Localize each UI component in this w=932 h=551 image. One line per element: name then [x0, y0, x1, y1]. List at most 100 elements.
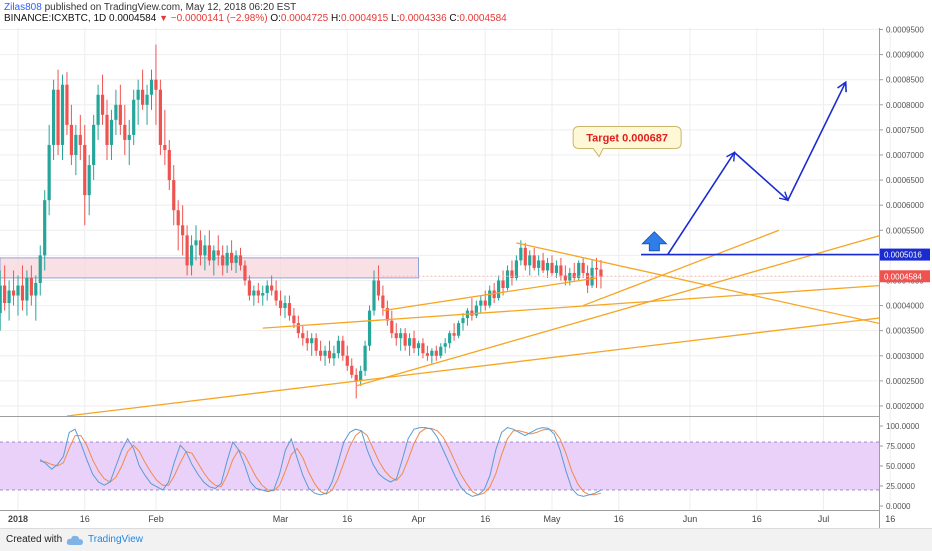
projection-path [667, 81, 847, 256]
price-chart[interactable]: 0.0002000 0.0002500 0.0003000 0.0003500 0.00… [0, 0, 932, 528]
stoch-tick-label: 25.0000 [886, 482, 915, 491]
price-tick-label: 0.0006000 [886, 201, 924, 210]
down-triangle-icon: ▼ [159, 13, 169, 23]
candle-body [523, 247, 527, 266]
candle-body [443, 343, 447, 347]
price-tag-label: 0.0004584 [884, 272, 922, 281]
time-tick-label: Apr [411, 514, 425, 524]
candle-body [181, 225, 185, 236]
projection-arrowhead-mid [778, 191, 789, 202]
callout-bubble [572, 126, 682, 158]
breakout-up-arrow-icon [641, 231, 668, 252]
candle-body [345, 355, 349, 366]
candle-body [0, 285, 2, 314]
candle-body [532, 255, 536, 268]
trendline-mid-support [262, 284, 879, 329]
candle-body [412, 338, 416, 349]
candle-body [78, 134, 82, 145]
candle-body [559, 265, 563, 276]
candle-body [292, 315, 296, 324]
candle-body [483, 300, 487, 306]
price-tags: 0.0005016 0.0004584 [880, 248, 930, 283]
candle-body [332, 353, 336, 359]
candle-body [456, 323, 461, 336]
chart-header: Zilas808 published on TradingView.com, M… [0, 0, 932, 26]
symbol-info: BINANCE:ICXBTC, 1D 0.0004584 ▼ −0.000014… [4, 13, 507, 24]
candle-body [336, 340, 340, 354]
candle-body [69, 124, 73, 155]
candle-body [528, 255, 532, 266]
price-tick-label: 0.0002000 [886, 402, 924, 411]
candlesticks [0, 44, 603, 399]
candle-body [25, 277, 29, 301]
price-tag-label: 0.0005016 [884, 251, 922, 260]
candle-body [34, 282, 38, 296]
tradingview-brand[interactable]: TradingView [88, 534, 144, 545]
trendline-lower-support [66, 317, 879, 416]
candle-body [305, 338, 309, 344]
candle-body [554, 265, 559, 273]
projection-arrowhead [837, 80, 847, 93]
tradingview-cloud-icon [66, 535, 83, 545]
time-tick-label: 16 [885, 514, 895, 524]
candle-body [510, 270, 514, 278]
candle-body [96, 94, 100, 125]
candle-body [439, 346, 443, 356]
author-link[interactable]: Zilas808 [4, 2, 42, 13]
price-tick-label: 0.0009000 [886, 51, 924, 60]
candle-body [243, 265, 247, 281]
time-tick-label: May [543, 514, 561, 524]
candle-body [172, 180, 176, 211]
candle-body [274, 290, 278, 301]
candle-body [448, 333, 452, 344]
candle-body [189, 245, 194, 266]
candle-body [545, 262, 550, 271]
price-tag-box [880, 248, 930, 261]
close-label: C: [449, 13, 460, 24]
candle-body [497, 280, 501, 299]
candle-body [363, 345, 367, 371]
candle-body [408, 338, 412, 346]
footer-bar: Created with TradingView [0, 528, 932, 551]
candle-body [87, 165, 91, 196]
low-label: L: [391, 13, 400, 24]
time-tick-label: 16 [80, 514, 90, 524]
candle-body [474, 305, 478, 316]
axes [0, 28, 880, 528]
candle-body [278, 300, 283, 309]
candle-body [247, 280, 251, 296]
candle-body [230, 252, 234, 263]
candle-body [194, 240, 198, 246]
candle-body [185, 235, 189, 266]
candle-body [261, 293, 265, 296]
candle-body [265, 285, 269, 294]
candle-body [421, 343, 425, 354]
candle-body [296, 323, 300, 334]
price-tick-label: 0.0005500 [886, 226, 924, 235]
candle-body [359, 370, 363, 381]
candle-body [403, 333, 407, 346]
time-tick-label: Mar [273, 514, 289, 524]
candle-body [127, 134, 131, 140]
candle-body [123, 124, 127, 140]
high-label: H: [330, 13, 341, 24]
candle-body [270, 285, 274, 291]
candle-body [310, 338, 314, 344]
projection-arrowhead-mid [726, 151, 736, 162]
trendline-wedge-rise [582, 229, 780, 307]
open-label: O: [270, 13, 281, 24]
candle-body [163, 144, 167, 150]
stochastic-rsi [0, 427, 879, 497]
candle-body [434, 350, 438, 356]
candle-body [385, 308, 389, 321]
candle-body [176, 210, 180, 226]
candle-body [283, 303, 287, 309]
candle-body [216, 250, 220, 256]
trendline-steep-support [356, 235, 879, 387]
price-axis[interactable]: 0.0002000 0.0002500 0.0003000 0.0003500 0.00… [879, 26, 924, 411]
time-axis[interactable]: 201816FebMar16Apr16May16Jun16Jul16Aug16 [8, 514, 932, 524]
publish-text: published on TradingView.com, May 12, 20… [44, 2, 297, 13]
candle-body [399, 333, 403, 339]
price-tick-label: 0.0003500 [886, 327, 924, 336]
price-tick-label: 0.0007500 [886, 126, 924, 135]
